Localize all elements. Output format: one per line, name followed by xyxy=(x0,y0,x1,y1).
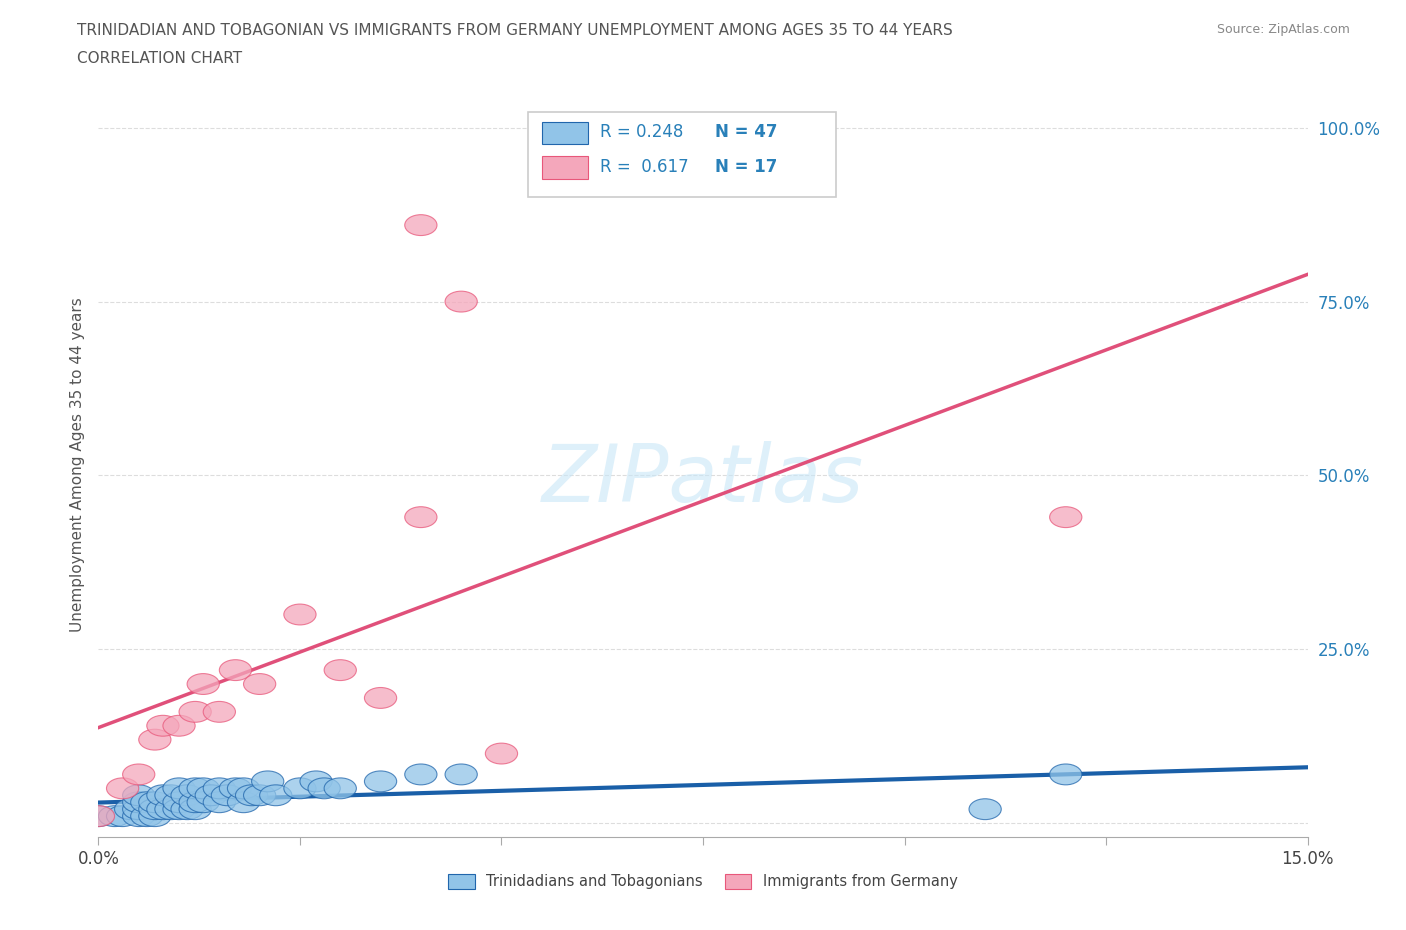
Text: Source: ZipAtlas.com: Source: ZipAtlas.com xyxy=(1216,23,1350,36)
Ellipse shape xyxy=(179,777,211,799)
Ellipse shape xyxy=(219,659,252,681)
Ellipse shape xyxy=(172,799,204,819)
Ellipse shape xyxy=(179,701,211,723)
Text: N = 17: N = 17 xyxy=(716,158,778,176)
Ellipse shape xyxy=(284,604,316,625)
Ellipse shape xyxy=(131,805,163,827)
Ellipse shape xyxy=(122,764,155,785)
Text: TRINIDADIAN AND TOBAGONIAN VS IMMIGRANTS FROM GERMANY UNEMPLOYMENT AMONG AGES 35: TRINIDADIAN AND TOBAGONIAN VS IMMIGRANTS… xyxy=(77,23,953,38)
Ellipse shape xyxy=(219,777,252,799)
Ellipse shape xyxy=(228,777,260,799)
Ellipse shape xyxy=(114,799,146,819)
Ellipse shape xyxy=(243,673,276,695)
Ellipse shape xyxy=(325,659,356,681)
Ellipse shape xyxy=(235,785,267,805)
Ellipse shape xyxy=(405,507,437,527)
Ellipse shape xyxy=(83,805,114,827)
Legend: Trinidadians and Tobagonians, Immigrants from Germany: Trinidadians and Tobagonians, Immigrants… xyxy=(441,867,965,897)
Ellipse shape xyxy=(204,791,235,813)
Ellipse shape xyxy=(163,799,195,819)
Ellipse shape xyxy=(308,777,340,799)
Ellipse shape xyxy=(969,799,1001,819)
Ellipse shape xyxy=(299,771,332,791)
Ellipse shape xyxy=(98,805,131,827)
Ellipse shape xyxy=(364,687,396,709)
Ellipse shape xyxy=(187,673,219,695)
FancyBboxPatch shape xyxy=(527,112,837,197)
Ellipse shape xyxy=(364,771,396,791)
Ellipse shape xyxy=(139,791,172,813)
Ellipse shape xyxy=(163,777,195,799)
Ellipse shape xyxy=(146,799,179,819)
Ellipse shape xyxy=(405,764,437,785)
Ellipse shape xyxy=(122,791,155,813)
Ellipse shape xyxy=(187,777,219,799)
Ellipse shape xyxy=(139,729,172,751)
Text: N = 47: N = 47 xyxy=(716,124,778,141)
Ellipse shape xyxy=(155,799,187,819)
Ellipse shape xyxy=(179,791,211,813)
Ellipse shape xyxy=(260,785,292,805)
Ellipse shape xyxy=(163,791,195,813)
Ellipse shape xyxy=(446,291,477,312)
Ellipse shape xyxy=(204,777,235,799)
Ellipse shape xyxy=(187,791,219,813)
Ellipse shape xyxy=(284,777,316,799)
Ellipse shape xyxy=(139,799,172,819)
Ellipse shape xyxy=(122,785,155,805)
Ellipse shape xyxy=(405,215,437,235)
Ellipse shape xyxy=(146,785,179,805)
Ellipse shape xyxy=(179,799,211,819)
FancyBboxPatch shape xyxy=(543,156,588,179)
Text: R =  0.617: R = 0.617 xyxy=(600,158,689,176)
Ellipse shape xyxy=(122,799,155,819)
Ellipse shape xyxy=(146,715,179,737)
Ellipse shape xyxy=(107,777,139,799)
Ellipse shape xyxy=(1050,764,1081,785)
Ellipse shape xyxy=(122,805,155,827)
Ellipse shape xyxy=(211,785,243,805)
Ellipse shape xyxy=(155,785,187,805)
Ellipse shape xyxy=(163,715,195,737)
Ellipse shape xyxy=(252,771,284,791)
Ellipse shape xyxy=(172,785,204,805)
Ellipse shape xyxy=(325,777,356,799)
Ellipse shape xyxy=(83,805,114,827)
Text: ZIPatlas: ZIPatlas xyxy=(541,441,865,519)
Ellipse shape xyxy=(243,785,276,805)
Ellipse shape xyxy=(195,785,228,805)
Ellipse shape xyxy=(131,791,163,813)
Ellipse shape xyxy=(139,805,172,827)
Ellipse shape xyxy=(228,791,260,813)
FancyBboxPatch shape xyxy=(543,122,588,144)
Text: R = 0.248: R = 0.248 xyxy=(600,124,683,141)
Ellipse shape xyxy=(107,805,139,827)
Ellipse shape xyxy=(1050,507,1081,527)
Ellipse shape xyxy=(446,764,477,785)
Ellipse shape xyxy=(485,743,517,764)
Text: CORRELATION CHART: CORRELATION CHART xyxy=(77,51,242,66)
Ellipse shape xyxy=(204,701,235,723)
Y-axis label: Unemployment Among Ages 35 to 44 years: Unemployment Among Ages 35 to 44 years xyxy=(69,298,84,632)
